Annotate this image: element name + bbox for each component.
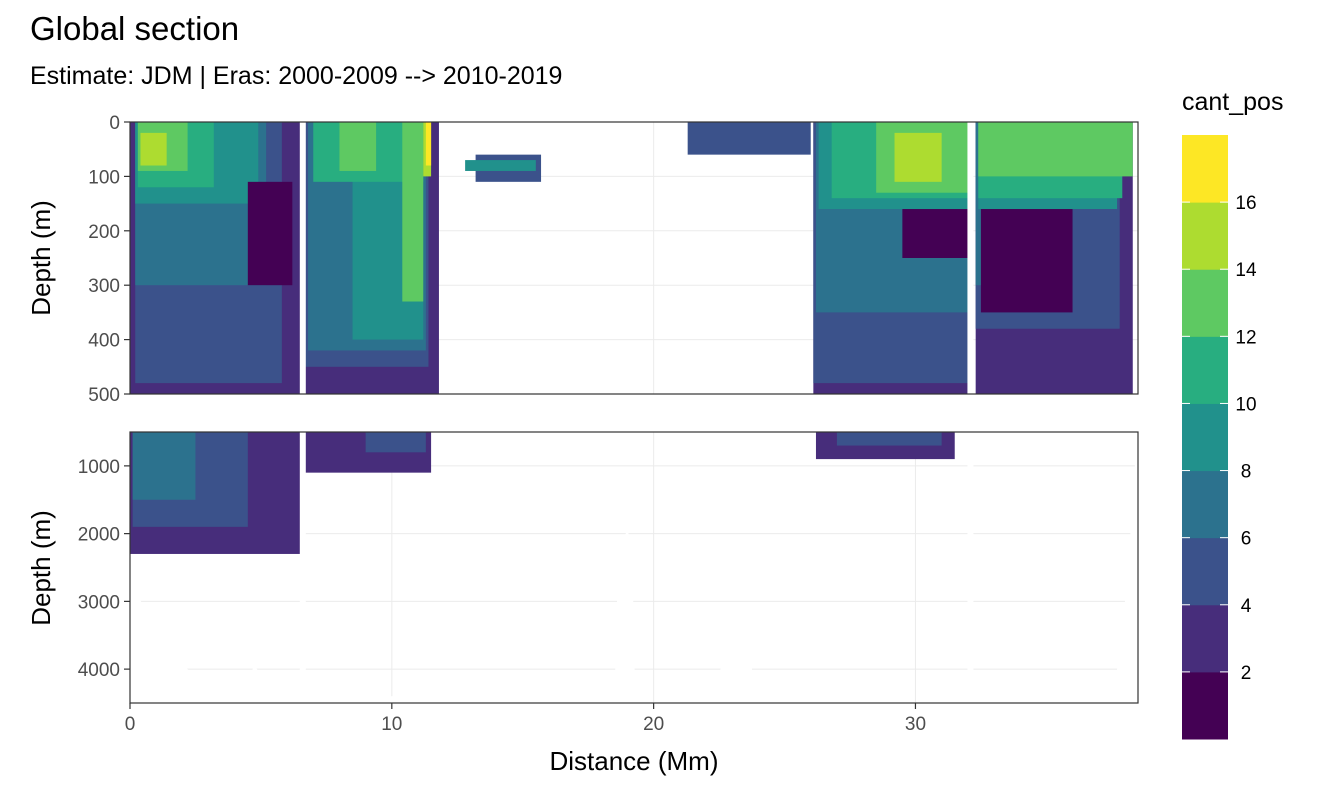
- contour-region: [402, 122, 424, 302]
- contour-region: [247, 181, 293, 286]
- legend-label: 12: [1235, 327, 1256, 348]
- y-tick-label: 0: [109, 113, 120, 134]
- contour-region: [339, 122, 377, 171]
- x-tick-label: 30: [905, 714, 926, 735]
- contour-region: [902, 209, 968, 258]
- section-gap: [967, 432, 974, 703]
- legend-swatch: [1182, 269, 1228, 337]
- y-tick-label: 400: [88, 331, 120, 352]
- y-tick-label: 3000: [78, 592, 120, 613]
- section-gap: [299, 432, 306, 703]
- contour-region: [894, 132, 942, 182]
- y-tick-label: 500: [88, 385, 120, 406]
- seafloor-mask: [130, 394, 1143, 399]
- contour-region: [980, 209, 1073, 313]
- x-tick-label: 20: [643, 714, 664, 735]
- section-gap: [299, 122, 306, 394]
- contour-region: [365, 432, 426, 453]
- legend-swatch: [1182, 604, 1228, 673]
- legend-label: 4: [1241, 596, 1252, 617]
- lower-panel: 1000 2000 3000 4000: [78, 431, 1139, 704]
- y-axis-label-lower: Depth (m): [26, 510, 56, 626]
- legend-label: 16: [1235, 193, 1256, 214]
- y-tick-label: 100: [88, 167, 120, 188]
- y-tick-label: 1000: [78, 457, 120, 478]
- legend-swatch: [1182, 202, 1228, 270]
- legend-swatch: [1182, 336, 1228, 404]
- contour-region: [140, 132, 167, 166]
- legend: 2 4 6 8 10 12 14 16: [1182, 135, 1257, 740]
- y-tick-label: 4000: [78, 660, 120, 681]
- upper-panel: 0 100 200 300 400 500: [88, 113, 1143, 406]
- y-tick-label: 2000: [78, 525, 120, 546]
- contour-region: [687, 122, 811, 155]
- legend-swatch: [1182, 671, 1228, 740]
- contour-region: [132, 432, 196, 500]
- x-tick-label: 10: [381, 714, 402, 735]
- x-tick-label: 0: [125, 714, 136, 735]
- legend-swatch: [1182, 537, 1228, 606]
- legend-title: cant_pos: [1182, 88, 1283, 116]
- contour-region: [836, 432, 942, 446]
- legend-label: 10: [1235, 394, 1256, 415]
- panel-border: [129, 121, 1139, 395]
- chart-subtitle: Estimate: JDM | Eras: 2000-2009 --> 2010…: [30, 62, 562, 90]
- y-tick-label: 200: [88, 222, 120, 243]
- contour-region: [425, 122, 432, 166]
- contour-region: [465, 160, 536, 171]
- y-tick-label: 300: [88, 276, 120, 297]
- legend-label: 14: [1235, 260, 1257, 281]
- legend-label: 8: [1241, 462, 1252, 483]
- seafloor-mask: [130, 459, 1138, 703]
- legend-swatch: [1182, 470, 1228, 539]
- x-axis: 0 10 20 30: [125, 703, 926, 735]
- x-axis-label: Distance (Mm): [549, 746, 718, 776]
- section-gap: [967, 122, 974, 394]
- contour-region: [978, 122, 1133, 177]
- y-axis-label-upper: Depth (m): [26, 200, 56, 316]
- legend-label: 6: [1241, 529, 1252, 550]
- chart-title: Global section: [30, 10, 239, 47]
- legend-label: 2: [1241, 663, 1252, 684]
- legend-swatch: [1182, 403, 1228, 472]
- legend-swatch: [1182, 135, 1228, 203]
- panel-border: [129, 431, 1139, 704]
